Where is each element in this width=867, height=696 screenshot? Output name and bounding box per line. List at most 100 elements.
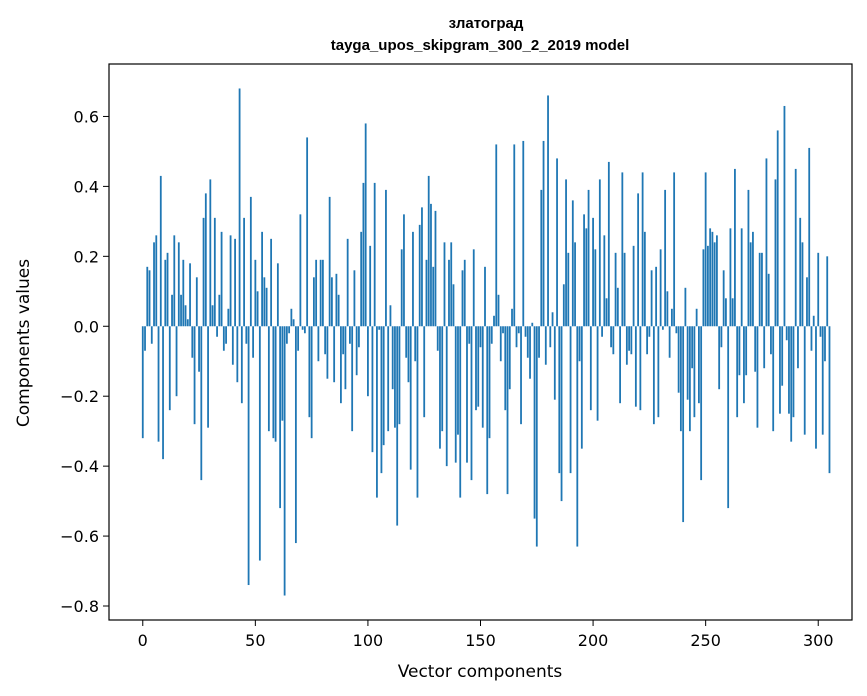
- bar-122: [416, 326, 419, 498]
- bar-161: [504, 326, 507, 411]
- bar-160: [502, 326, 504, 334]
- bar-86: [335, 273, 338, 327]
- bar-32: [213, 217, 216, 327]
- bar-180: [547, 95, 549, 327]
- bar-81: [324, 326, 327, 355]
- bar-197: [585, 228, 588, 327]
- bar-42: [236, 326, 239, 383]
- bar-64: [285, 326, 288, 344]
- bar-154: [488, 326, 491, 439]
- bar-91: [346, 238, 349, 327]
- bar-184: [556, 158, 558, 327]
- bar-210: [614, 252, 617, 327]
- bar-135: [445, 326, 448, 467]
- bar-195: [580, 326, 583, 449]
- bar-15: [175, 326, 178, 397]
- bar-258: [722, 270, 725, 327]
- bar-234: [668, 326, 671, 358]
- bar-41: [234, 238, 236, 327]
- bar-269: [747, 189, 750, 327]
- bar-40: [231, 326, 234, 365]
- bar-71: [301, 326, 304, 330]
- x-tick-label-2: 100: [353, 631, 384, 650]
- bar-229: [657, 326, 660, 418]
- bar-148: [475, 326, 477, 411]
- bar-78: [317, 326, 320, 362]
- bar-92: [349, 326, 351, 344]
- bar-163: [508, 326, 511, 390]
- bar-49: [252, 326, 254, 358]
- bar-36: [222, 326, 225, 351]
- bar-237: [675, 326, 678, 334]
- bar-292: [799, 217, 802, 327]
- bar-179: [544, 326, 547, 365]
- bar-268: [745, 326, 748, 376]
- bar-196: [583, 214, 585, 327]
- bar-9: [162, 326, 164, 460]
- bar-288: [790, 326, 793, 442]
- bar-121: [414, 326, 417, 362]
- bar-294: [803, 326, 806, 435]
- bar-24: [195, 277, 198, 327]
- bar-175: [535, 326, 538, 547]
- bar-291: [797, 326, 799, 369]
- bar-244: [691, 326, 694, 369]
- bar-170: [524, 326, 527, 337]
- bar-28: [204, 193, 207, 327]
- bar-189: [567, 252, 570, 327]
- bar-271: [752, 231, 754, 327]
- bar-159: [499, 326, 502, 362]
- x-tick-label-5: 250: [690, 631, 721, 650]
- bar-152: [484, 266, 486, 327]
- bar-251: [707, 245, 709, 327]
- bar-11: [166, 252, 169, 327]
- bar-252: [709, 228, 712, 327]
- bar-178: [542, 140, 545, 327]
- bar-16: [177, 242, 180, 327]
- bar-1: [144, 326, 146, 351]
- bar-302: [821, 326, 824, 435]
- bar-206: [605, 298, 608, 327]
- bar-260: [727, 326, 730, 509]
- bar-200: [592, 217, 594, 327]
- bar-22: [191, 326, 194, 358]
- bar-224: [646, 326, 649, 355]
- bar-174: [533, 326, 536, 519]
- bar-79: [319, 259, 322, 327]
- bar-10: [164, 259, 167, 327]
- bar-55: [265, 287, 268, 327]
- y-tick-label-4: 0.0: [74, 317, 99, 336]
- y-axis: −0.8 −0.6 −0.4 −0.2 0.0 0.2 0.4 0.6: [60, 107, 109, 616]
- bar-44: [240, 326, 243, 404]
- bar-53: [261, 231, 263, 327]
- bar-85: [333, 326, 336, 383]
- bars-group: [141, 88, 831, 596]
- x-tick-label-3: 150: [465, 631, 496, 650]
- bar-8: [159, 175, 162, 327]
- bar-156: [493, 315, 495, 327]
- bar-101: [369, 245, 372, 327]
- bar-172: [529, 326, 531, 379]
- bar-17: [180, 294, 182, 327]
- bar-177: [540, 189, 543, 327]
- bar-236: [673, 172, 676, 327]
- bar-12: [168, 326, 171, 411]
- bar-215: [625, 326, 628, 365]
- y-tick-label-6: 0.4: [74, 177, 99, 196]
- bar-20: [186, 319, 189, 327]
- bar-168: [520, 326, 522, 425]
- bar-213: [621, 172, 624, 327]
- bar-129: [432, 266, 435, 327]
- bar-188: [565, 179, 567, 327]
- bar-63: [283, 326, 286, 596]
- bar-223: [643, 231, 646, 327]
- bar-270: [749, 242, 752, 327]
- bar-37: [225, 326, 227, 344]
- bar-226: [650, 270, 653, 327]
- bar-61: [279, 326, 282, 509]
- bar-68: [294, 326, 297, 544]
- bar-137: [450, 242, 453, 327]
- bar-73: [306, 137, 309, 327]
- bar-230: [659, 249, 662, 327]
